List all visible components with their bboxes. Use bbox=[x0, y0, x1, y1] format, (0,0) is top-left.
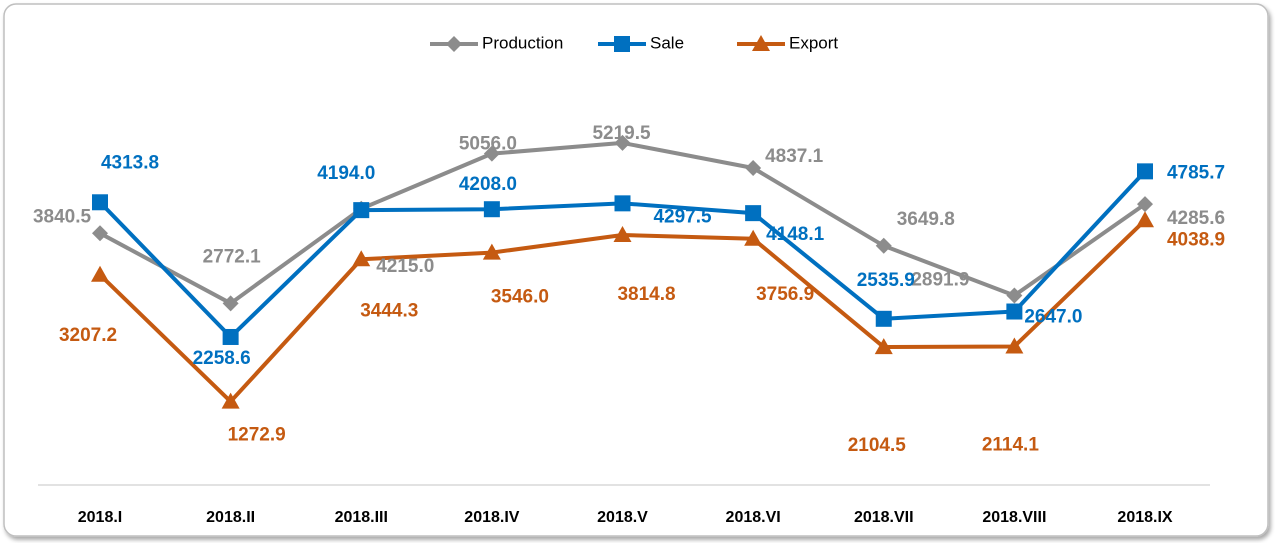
data-label: 3840.5 bbox=[33, 206, 92, 227]
marker bbox=[482, 243, 501, 260]
marker bbox=[1005, 337, 1024, 354]
data-label: 2891.9 bbox=[911, 269, 969, 290]
x-tick-label: 2018.IV bbox=[464, 509, 519, 526]
legend-marker bbox=[446, 36, 462, 52]
data-label: 2258.6 bbox=[193, 348, 251, 369]
marker bbox=[483, 201, 500, 218]
marker bbox=[614, 134, 631, 151]
marker bbox=[483, 145, 500, 162]
data-label: 4208.0 bbox=[459, 174, 517, 195]
marker bbox=[745, 205, 762, 222]
data-label: 3207.2 bbox=[59, 325, 117, 346]
data-label: 2647.0 bbox=[1024, 307, 1082, 328]
marker bbox=[745, 159, 762, 176]
data-label: 3756.9 bbox=[756, 284, 814, 305]
data-label: 3444.3 bbox=[360, 300, 418, 321]
data-label: 4785.7 bbox=[1167, 162, 1225, 183]
legend-marker bbox=[752, 35, 770, 51]
marker bbox=[353, 202, 370, 219]
legend-marker bbox=[614, 36, 630, 52]
data-label: 3814.8 bbox=[617, 284, 675, 305]
legend-label: Sale bbox=[650, 33, 684, 52]
marker bbox=[91, 265, 109, 282]
x-tick-label: 2018.V bbox=[597, 509, 648, 526]
data-label: 5056.0 bbox=[459, 134, 517, 155]
marker bbox=[1137, 196, 1153, 213]
x-tick-label: 2018.VIII bbox=[982, 509, 1046, 526]
marker bbox=[744, 229, 763, 246]
data-label: 4837.1 bbox=[765, 146, 824, 167]
legend-label: Export bbox=[789, 33, 838, 52]
marker bbox=[1136, 211, 1154, 228]
data-label: 1272.9 bbox=[228, 425, 286, 446]
data-label: 3649.8 bbox=[897, 209, 955, 230]
data-label: 2535.9 bbox=[857, 270, 915, 291]
marker bbox=[92, 194, 108, 211]
marker bbox=[92, 225, 108, 242]
data-label: 4297.5 bbox=[653, 206, 712, 227]
marker bbox=[1006, 303, 1023, 320]
data-label: 3546.0 bbox=[491, 287, 549, 308]
data-label: 4194.0 bbox=[317, 163, 375, 184]
data-label: 4285.6 bbox=[1167, 208, 1225, 229]
data-label: 2772.1 bbox=[203, 246, 262, 267]
chart-frame bbox=[3, 3, 1269, 537]
marker bbox=[221, 392, 240, 409]
data-label: 5219.5 bbox=[592, 123, 651, 144]
x-tick-label: 2018.III bbox=[335, 509, 388, 526]
x-tick-label: 2018.VI bbox=[726, 509, 781, 526]
marker bbox=[1006, 287, 1023, 304]
marker bbox=[613, 225, 632, 242]
data-label: 2114.1 bbox=[982, 434, 1039, 455]
data-label: 4148.1 bbox=[766, 224, 825, 245]
marker bbox=[875, 310, 892, 327]
marker bbox=[1137, 163, 1153, 180]
x-tick-label: 2018.II bbox=[206, 509, 255, 526]
x-tick-label: 2018.I bbox=[78, 509, 122, 526]
x-tick-label: 2018.VII bbox=[854, 509, 914, 526]
marker bbox=[614, 195, 631, 212]
data-label: 4215.0 bbox=[376, 256, 434, 277]
marker bbox=[352, 250, 371, 267]
data-label: 4038.9 bbox=[1167, 229, 1225, 250]
data-label: 2104.5 bbox=[848, 435, 907, 456]
x-tick-label: 2018.IX bbox=[1117, 509, 1172, 526]
marker bbox=[222, 328, 239, 345]
legend-label: Production bbox=[482, 33, 563, 52]
marker bbox=[875, 237, 892, 254]
data-label: 4313.8 bbox=[101, 152, 159, 173]
marker bbox=[874, 338, 893, 355]
marker bbox=[222, 295, 239, 312]
